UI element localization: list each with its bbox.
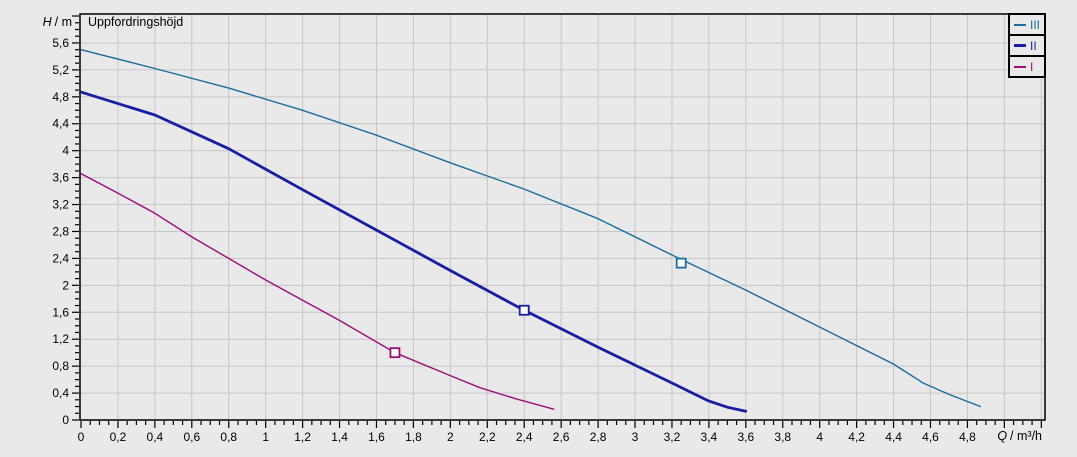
legend-line-swatch-I	[1014, 65, 1026, 68]
x-tick-label: 0,2	[110, 430, 127, 444]
x-tick-label: 0,4	[147, 430, 164, 444]
x-tick-label: 1	[262, 430, 269, 444]
legend: III II I	[1008, 13, 1046, 78]
x-tick-label: 1,2	[294, 430, 311, 444]
legend-line-swatch-II	[1014, 44, 1026, 47]
y-tick-label: 4	[62, 144, 69, 158]
y-tick-label: 3,6	[52, 171, 69, 185]
x-tick-label: 0	[78, 430, 85, 444]
x-tick-label: 3,4	[701, 430, 718, 444]
x-tick-label: 4,6	[922, 430, 939, 444]
x-tick-label: 4	[816, 430, 823, 444]
x-tick-label: 3,6	[737, 430, 754, 444]
y-tick-label: 1,2	[52, 332, 69, 346]
y-tick-label: 2	[62, 278, 69, 292]
legend-item-II[interactable]: II	[1008, 34, 1046, 57]
y-tick-label: 0,8	[52, 359, 69, 373]
x-tick-label: 4,2	[848, 430, 865, 444]
y-axis-title: H / m	[28, 15, 72, 29]
x-tick-label: 2,4	[516, 430, 533, 444]
x-axis-title: Q / m³/h	[997, 429, 1042, 443]
x-tick-label: 3	[632, 430, 639, 444]
y-tick-label: 5,2	[52, 63, 69, 77]
y-axis-symbol: H	[42, 15, 52, 29]
duty-point-II	[518, 304, 530, 316]
duty-point-I	[389, 347, 401, 359]
x-tick-label: 1,6	[368, 430, 385, 444]
legend-line-swatch-III	[1014, 23, 1026, 26]
y-tick-label: 3,2	[52, 198, 69, 212]
y-axis-ticks	[72, 15, 79, 421]
legend-label-III: III	[1030, 17, 1041, 32]
legend-label-I: I	[1030, 59, 1034, 74]
y-tick-label: 4,8	[52, 90, 69, 104]
x-tick-label: 2,6	[553, 430, 570, 444]
duty-point-III	[675, 257, 687, 269]
y-axis-unit: / m	[54, 15, 72, 29]
x-tick-label: 2,2	[479, 430, 496, 444]
y-tick-label: 4,4	[52, 117, 69, 131]
x-axis-unit: / m³/h	[1010, 429, 1042, 443]
legend-item-I[interactable]: I	[1008, 55, 1046, 78]
y-tick-label: 2,8	[52, 224, 69, 238]
curve-III	[80, 49, 982, 408]
x-tick-label: 4,8	[959, 430, 976, 444]
gridlines	[80, 14, 1045, 420]
y-tick-label: 5,6	[52, 36, 69, 50]
legend-item-III[interactable]: III	[1008, 13, 1046, 36]
y-axis-labels: 0 0,4 0,8 1,2 1,6 2 2,4 2,8 3,2 3,6 4 4,4 4,8 5,2 5,6	[52, 36, 69, 427]
plot-border	[79, 13, 1046, 421]
x-tick-label: 2	[447, 430, 454, 444]
x-axis-labels: 0 0,2 0,4 0,6 0,8 1 1,2 1,4 1,6 1,8 2 2,2 2,4 2,6 2,8 3…	[78, 430, 976, 444]
x-axis-symbol: Q	[997, 429, 1008, 443]
x-tick-label: 3,2	[664, 430, 681, 444]
y-tick-label: 2,4	[52, 251, 69, 265]
curve-II	[79, 90, 748, 413]
y-tick-label: 0,4	[52, 386, 69, 400]
y-tick-label: 0	[62, 413, 69, 427]
x-tick-label: 2,8	[590, 430, 607, 444]
x-tick-label: 0,6	[183, 430, 200, 444]
curve-I	[80, 172, 555, 410]
x-tick-label: 1,8	[405, 430, 422, 444]
y-tick-label: 1,6	[52, 305, 69, 319]
legend-label-II: II	[1030, 38, 1037, 53]
x-tick-label: 3,8	[774, 430, 791, 444]
x-tick-label: 4,4	[885, 430, 902, 444]
x-tick-label: 0,8	[220, 430, 237, 444]
x-axis-ticks	[80, 421, 1042, 428]
chart-title: Uppfordringshöjd	[88, 15, 184, 29]
x-tick-label: 1,4	[331, 430, 348, 444]
